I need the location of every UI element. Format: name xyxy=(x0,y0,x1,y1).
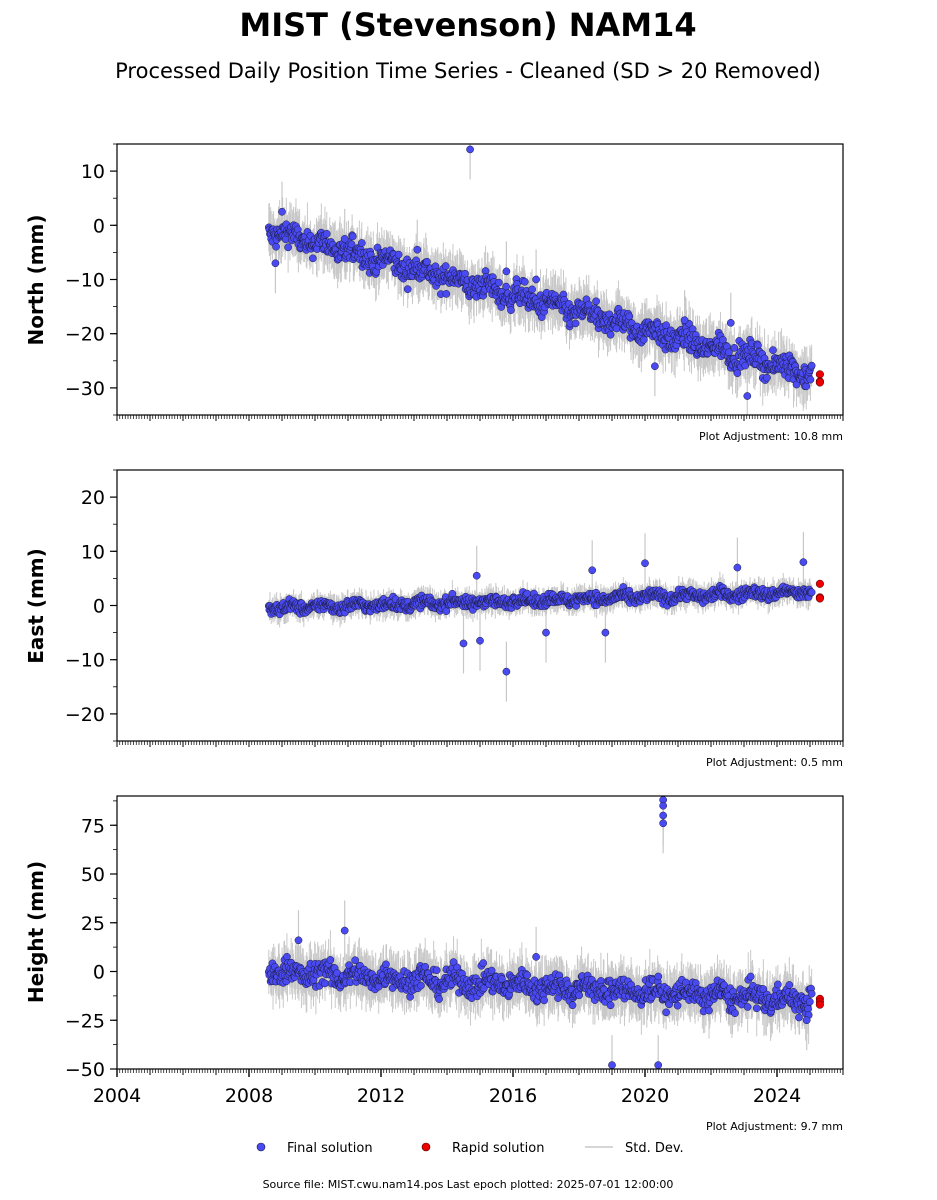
panel-north: 10 0 −10 −20 −30 North (mm) Plot Adjustment:… xyxy=(24,143,844,443)
north-final-point xyxy=(802,382,811,391)
north-final-point xyxy=(272,242,280,251)
north-ytick-label: −20 xyxy=(65,324,105,346)
east-ytick-label: 10 xyxy=(81,541,105,563)
north-final-point xyxy=(347,240,356,249)
east-adjustment: Plot Adjustment: 0.5 mm xyxy=(706,756,843,769)
east-points-layer xyxy=(264,558,824,676)
chart-subtitle: Processed Daily Position Time Series - C… xyxy=(115,59,821,83)
north-points-layer xyxy=(264,145,824,400)
north-final-point xyxy=(278,207,286,216)
north-final-point xyxy=(741,361,750,370)
north-final-point xyxy=(502,267,511,276)
north-final-point xyxy=(340,235,349,243)
north-final-point xyxy=(639,335,648,344)
north-final-point xyxy=(466,145,474,154)
north-final-point xyxy=(423,257,431,266)
north-final-point xyxy=(357,239,366,247)
east-ytick-label: −10 xyxy=(65,650,105,672)
north-final-point xyxy=(403,285,412,294)
east-final-point xyxy=(502,667,511,676)
north-final-point xyxy=(592,297,600,306)
north-final-point xyxy=(651,362,659,371)
north-final-point xyxy=(806,375,815,384)
north-final-point xyxy=(442,290,451,298)
north-final-point xyxy=(743,392,752,400)
north-final-point xyxy=(271,259,280,268)
east-final-point xyxy=(459,639,468,648)
height-std-layer xyxy=(268,796,813,1069)
east-ytick-label: 0 xyxy=(93,596,105,618)
north-ytick-label: −10 xyxy=(65,270,105,292)
north-final-point xyxy=(528,285,536,294)
north-final-point xyxy=(502,282,510,291)
east-rapid-point xyxy=(815,579,824,588)
east-final-point xyxy=(476,636,484,645)
east-ylabel: East (mm) xyxy=(24,548,48,664)
east-final-point xyxy=(799,558,808,566)
north-final-point xyxy=(571,319,580,328)
north-ytick-label: −30 xyxy=(65,378,105,400)
east-ytick-label: 20 xyxy=(81,487,105,509)
north-final-point xyxy=(441,262,450,270)
east-final-point xyxy=(641,559,649,568)
north-final-point xyxy=(495,278,503,287)
north-rapid-point xyxy=(815,378,824,387)
east-ytick-label: −20 xyxy=(65,704,105,726)
north-final-point xyxy=(763,373,771,382)
north-adjustment: Plot Adjustment: 10.8 mm xyxy=(699,430,843,443)
north-final-point xyxy=(413,245,422,254)
north-rapid-point xyxy=(815,370,824,379)
north-final-point xyxy=(507,306,515,315)
east-final-point xyxy=(807,588,816,597)
chart-title: MIST (Stevenson) NAM14 xyxy=(239,6,696,44)
north-final-point xyxy=(730,343,739,352)
panel-east: 20 10 0 −10 −20 East (mm) Plot Adjustment: 0… xyxy=(24,469,844,769)
north-final-point xyxy=(680,316,689,324)
north-std-layer xyxy=(268,144,813,415)
east-std-layer xyxy=(268,532,813,702)
north-ylabel: North (mm) xyxy=(24,214,48,345)
north-final-point xyxy=(520,277,529,286)
north-final-point xyxy=(807,361,816,370)
east-final-point xyxy=(601,628,610,637)
north-ytick-label: 10 xyxy=(81,161,105,183)
east-axis-layer: 20 10 0 −10 −20 xyxy=(65,469,844,747)
north-final-point xyxy=(532,275,540,284)
north-axis-layer: 10 0 −10 −20 −30 xyxy=(65,143,844,421)
east-final-point xyxy=(733,563,742,572)
north-final-point xyxy=(726,319,735,327)
north-final-point xyxy=(625,312,634,321)
east-final-point xyxy=(472,571,481,580)
north-final-point xyxy=(284,243,292,252)
east-final-point xyxy=(542,628,550,637)
east-rapid-point xyxy=(815,594,824,603)
north-final-point xyxy=(394,250,403,259)
north-final-point xyxy=(348,232,357,241)
east-final-point xyxy=(588,566,597,575)
north-final-point xyxy=(733,369,742,378)
north-final-point xyxy=(309,254,317,263)
north-final-point xyxy=(606,330,615,339)
north-ytick-label: 0 xyxy=(93,215,105,237)
north-final-point xyxy=(322,229,331,238)
north-final-point xyxy=(769,346,777,354)
